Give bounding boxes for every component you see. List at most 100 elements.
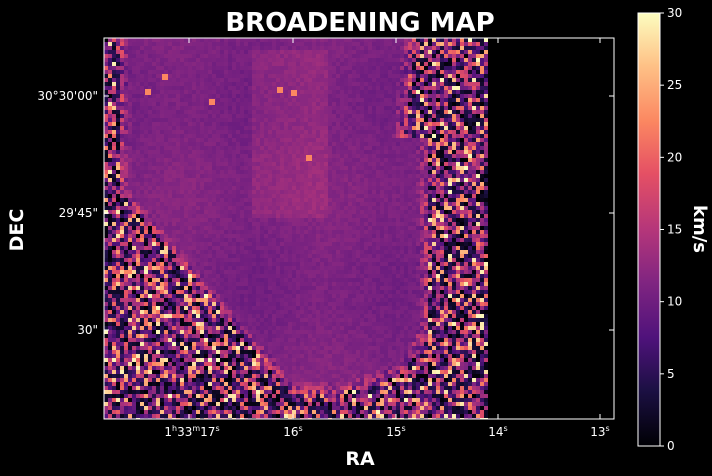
heatmap-cell: [412, 186, 416, 190]
heatmap-cell: [348, 206, 352, 210]
heatmap-cell: [152, 214, 156, 218]
heatmap-cell: [316, 154, 320, 158]
heatmap-cell: [364, 234, 368, 238]
heatmap-cell: [484, 102, 488, 106]
heatmap-cell: [384, 78, 388, 82]
heatmap-cell: [260, 142, 264, 146]
heatmap-cell: [252, 50, 256, 54]
heatmap-cell: [380, 102, 384, 106]
heatmap-cell: [336, 182, 340, 186]
heatmap-cell: [232, 238, 236, 242]
heatmap-cell: [340, 122, 344, 126]
heatmap-cell: [352, 54, 356, 58]
heatmap-cell: [352, 150, 356, 154]
heatmap-cell: [216, 138, 220, 142]
heatmap-cell: [376, 70, 380, 74]
heatmap-cell: [168, 194, 172, 198]
heatmap-cell: [340, 162, 344, 166]
heatmap-cell: [284, 58, 288, 62]
heatmap-cell: [356, 58, 360, 62]
heatmap-cell: [128, 230, 132, 234]
heatmap-cell: [404, 66, 408, 70]
heatmap-cell: [276, 206, 280, 210]
heatmap-cell: [392, 242, 396, 246]
heatmap-cell: [428, 166, 432, 170]
heatmap-cell: [472, 118, 476, 122]
heatmap-cell: [352, 42, 356, 46]
heatmap-cell: [184, 230, 188, 234]
heatmap-cell: [128, 130, 132, 134]
heatmap-cell: [396, 230, 400, 234]
heatmap-cell: [376, 114, 380, 118]
heatmap-cell: [464, 58, 468, 62]
heatmap-cell: [464, 194, 468, 198]
heatmap-cell: [240, 110, 244, 114]
heatmap-cell: [464, 218, 468, 222]
heatmap-cell: [116, 54, 120, 58]
heatmap-cell: [188, 134, 192, 138]
heatmap-cell: [460, 210, 464, 214]
heatmap-cell: [228, 222, 232, 226]
heatmap-cell: [224, 66, 228, 70]
heatmap-cell: [224, 178, 228, 182]
heatmap-cell: [148, 234, 152, 238]
heatmap-cell: [148, 62, 152, 66]
heatmap-cell: [200, 134, 204, 138]
heatmap-cell: [360, 126, 364, 130]
heatmap-cell: [308, 138, 312, 142]
heatmap-cell: [332, 242, 336, 246]
heatmap-cell: [428, 138, 432, 142]
heatmap-cell: [268, 134, 272, 138]
heatmap-cell: [444, 178, 448, 182]
heatmap-cell: [240, 114, 244, 118]
heatmap-cell: [280, 186, 284, 190]
heatmap-cell: [264, 198, 268, 202]
heatmap-cell: [180, 242, 184, 246]
heatmap-cell: [140, 126, 144, 130]
heatmap-cell: [128, 146, 132, 150]
heatmap-cell: [180, 74, 184, 78]
heatmap-cell: [112, 98, 116, 102]
heatmap-cell: [268, 218, 272, 222]
heatmap-cell: [204, 198, 208, 202]
heatmap-cell: [468, 178, 472, 182]
heatmap-cell: [436, 182, 440, 186]
heatmap-cell: [312, 114, 316, 118]
heatmap-cell: [112, 182, 116, 186]
heatmap-cell: [116, 174, 120, 178]
heatmap-cell: [436, 162, 440, 166]
heatmap-cell: [340, 150, 344, 154]
heatmap-cell: [304, 102, 308, 106]
heatmap-cell: [300, 210, 304, 214]
heatmap-cell: [388, 86, 392, 90]
heatmap-cell: [420, 210, 424, 214]
heatmap-cell: [408, 206, 412, 210]
heatmap-cell: [148, 242, 152, 246]
heatmap-cell: [112, 78, 116, 82]
heatmap-cell: [444, 46, 448, 50]
heatmap-cell: [120, 90, 124, 94]
heatmap-cell: [464, 54, 468, 58]
heatmap-cell: [128, 50, 132, 54]
heatmap-cell: [188, 178, 192, 182]
heatmap-cell: [240, 230, 244, 234]
heatmap-cell: [200, 214, 204, 218]
heatmap-cell: [264, 238, 268, 242]
heatmap-cell: [308, 90, 312, 94]
heatmap-cell: [384, 214, 388, 218]
heatmap-cell: [120, 130, 124, 134]
heatmap-cell: [404, 166, 408, 170]
heatmap-cell: [104, 154, 108, 158]
heatmap-cell: [348, 190, 352, 194]
heatmap-cell: [168, 154, 172, 158]
heatmap-cell: [108, 134, 112, 138]
heatmap-cell: [164, 146, 168, 150]
heatmap-cell: [144, 190, 148, 194]
heatmap-cell: [436, 154, 440, 158]
heatmap-cell: [152, 206, 156, 210]
heatmap-cell: [196, 166, 200, 170]
heatmap-cell: [116, 178, 120, 182]
heatmap-cell: [316, 74, 320, 78]
heatmap-cell: [252, 130, 256, 134]
heatmap-cell: [472, 122, 476, 126]
